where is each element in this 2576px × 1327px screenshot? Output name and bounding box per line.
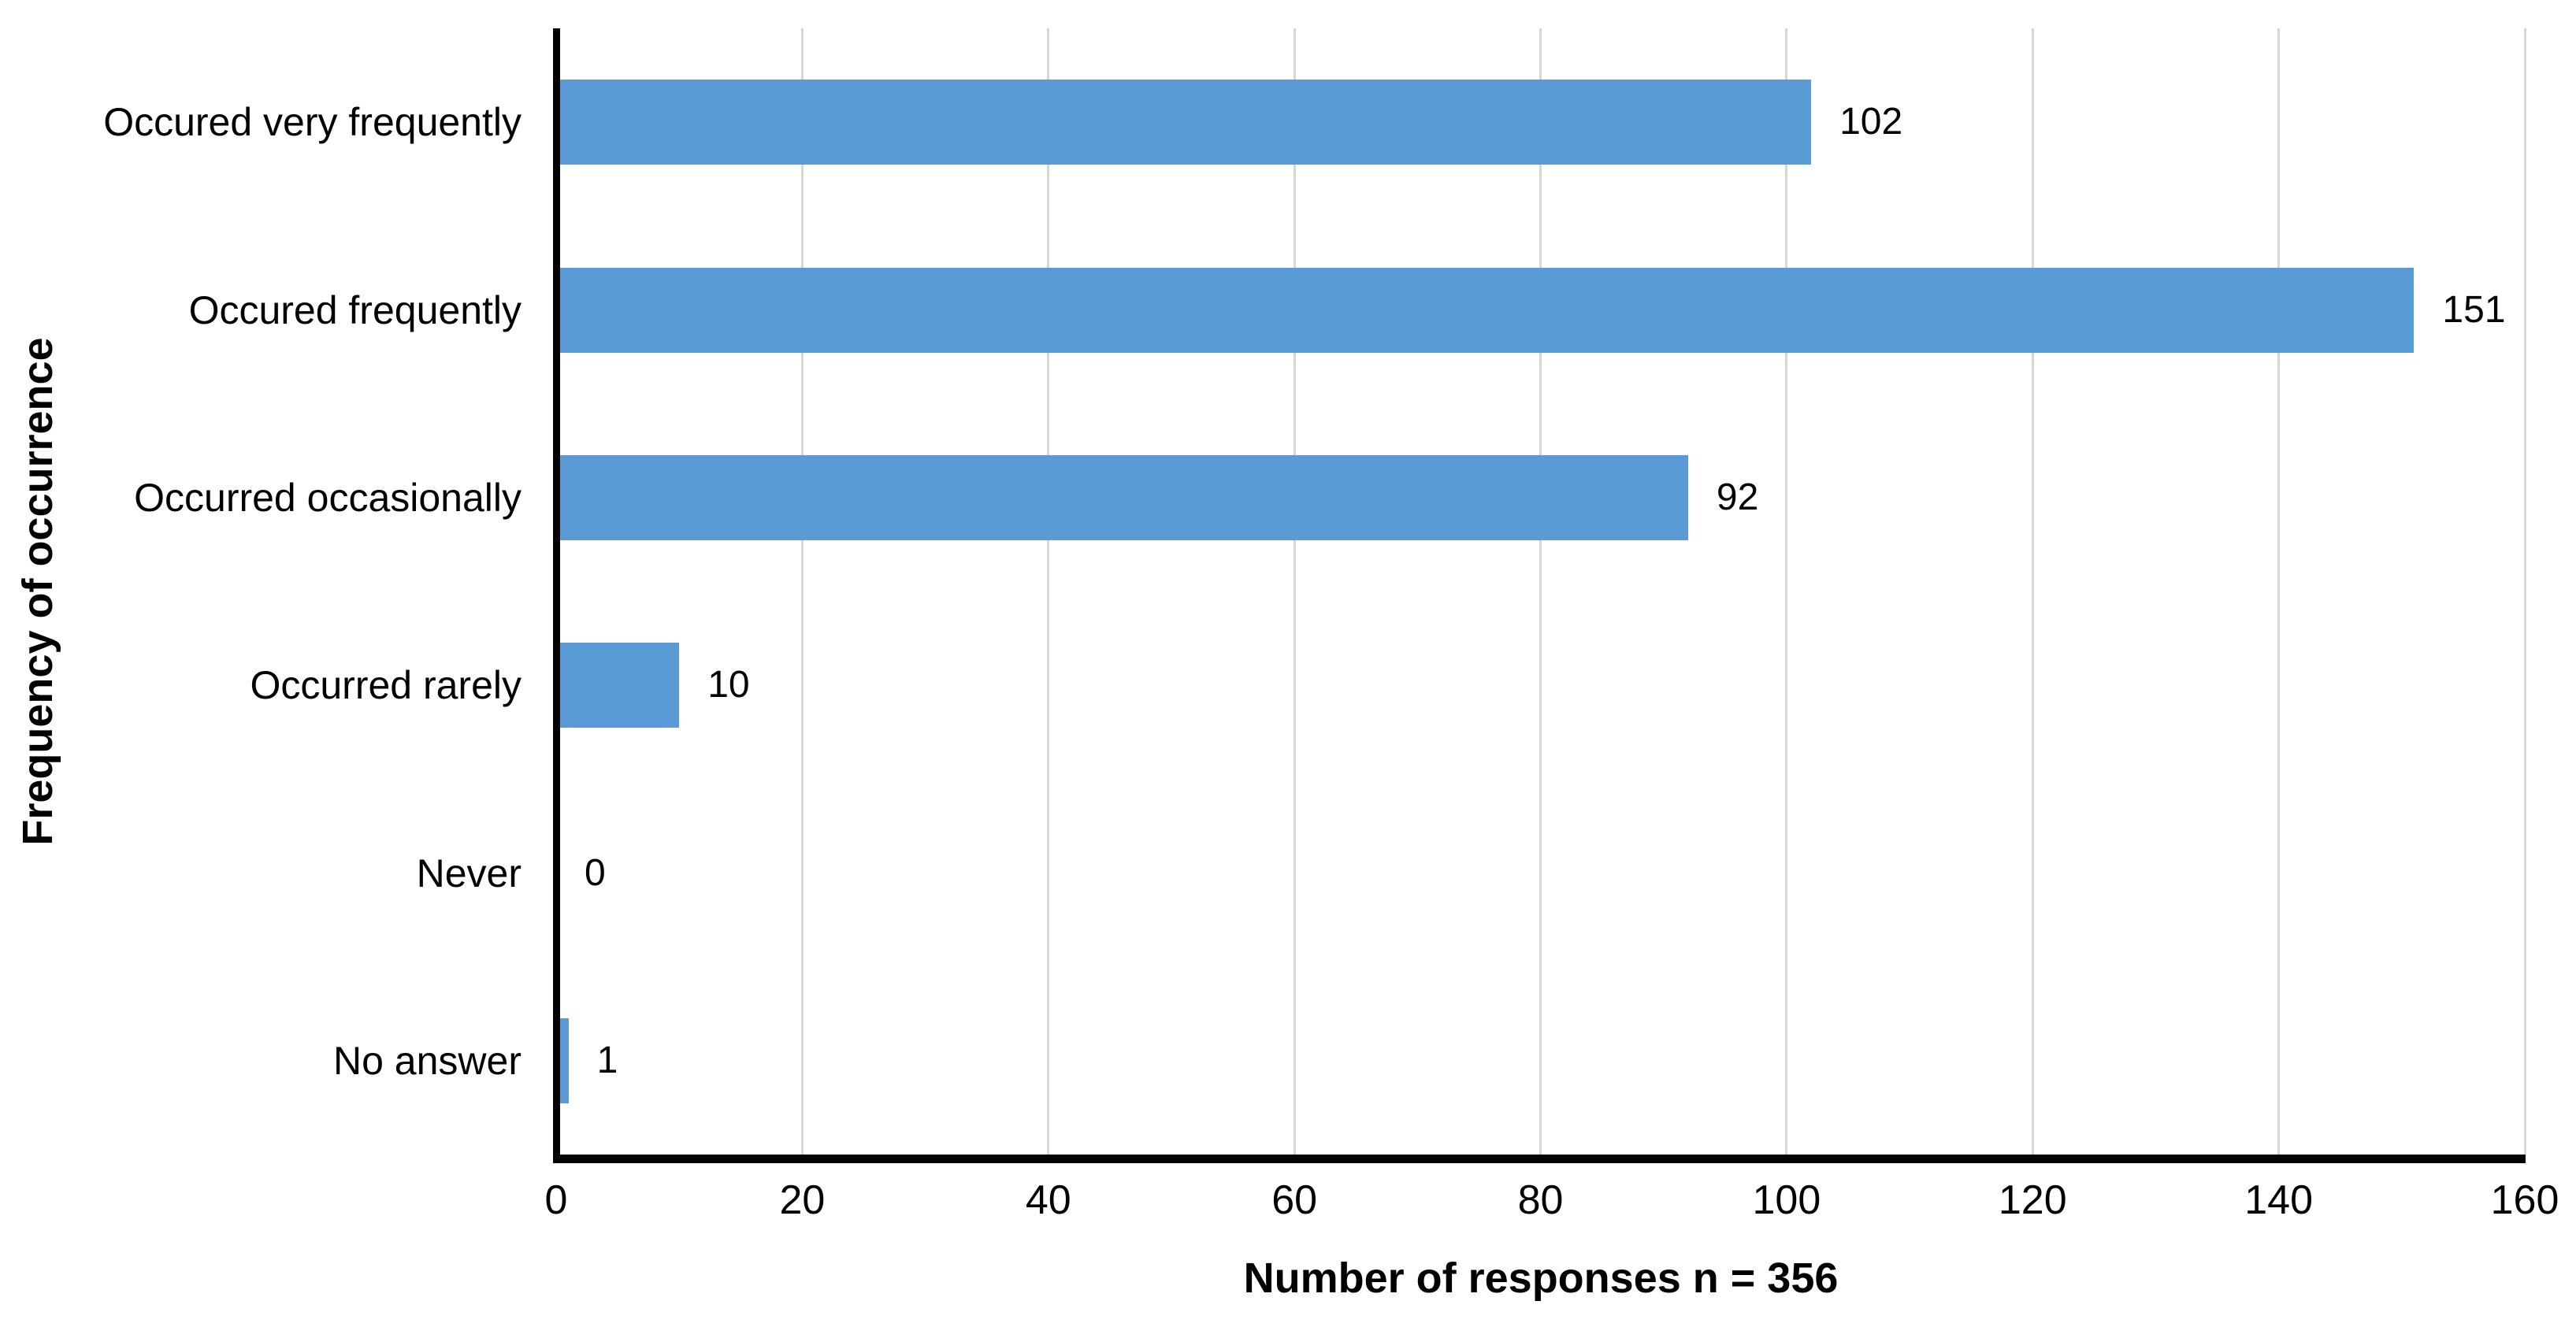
bar-value-label: 0 xyxy=(585,851,606,894)
category-label: Never xyxy=(416,851,522,895)
y-axis-title: Frequency of occurrence xyxy=(14,337,61,846)
bar-value-label: 151 xyxy=(2442,288,2506,331)
bar-value-label: 92 xyxy=(1716,476,1759,518)
x-axis-title: Number of responses n = 356 xyxy=(1243,1255,1839,1302)
gridline xyxy=(1293,28,1296,1155)
category-label: Occured very frequently xyxy=(103,100,522,145)
x-tick-label: 120 xyxy=(1998,1177,2067,1223)
x-tick-label: 40 xyxy=(1025,1177,1071,1223)
x-tick-label: 140 xyxy=(2244,1177,2314,1223)
gridline xyxy=(2523,28,2526,1155)
gridline xyxy=(1785,28,1788,1155)
bar xyxy=(556,80,1812,165)
gridline xyxy=(1047,28,1050,1155)
gridline xyxy=(2031,28,2034,1155)
x-tick-label: 80 xyxy=(1517,1177,1564,1223)
bar xyxy=(556,454,1688,540)
gridline xyxy=(800,28,804,1155)
x-axis-spine xyxy=(553,1155,2526,1163)
x-tick-label: 60 xyxy=(1271,1177,1318,1223)
category-label: Occurred occasionally xyxy=(134,475,522,520)
category-label: Occured frequently xyxy=(188,287,522,332)
bar xyxy=(556,267,2415,353)
bar-value-label: 1 xyxy=(596,1039,618,1081)
x-tick-label: 100 xyxy=(1752,1177,1821,1223)
x-tick-label: 20 xyxy=(779,1177,826,1223)
bar xyxy=(556,643,680,728)
bar-value-label: 102 xyxy=(1839,101,1903,143)
category-label: No answer xyxy=(333,1038,522,1083)
bar-value-label: 10 xyxy=(707,664,750,706)
category-label: Occurred rarely xyxy=(250,663,522,708)
y-axis-spine xyxy=(553,28,560,1162)
x-tick-label: 0 xyxy=(544,1177,568,1223)
gridline xyxy=(2277,28,2281,1155)
x-tick-label: 160 xyxy=(2490,1177,2559,1223)
gridline xyxy=(1539,28,1542,1155)
